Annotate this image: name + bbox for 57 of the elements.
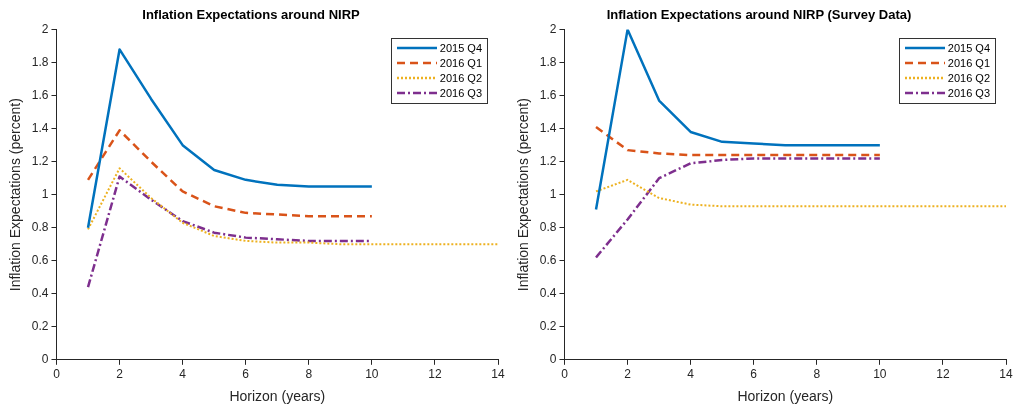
y-tick-label: 0 — [41, 352, 49, 367]
y-tick-label: 0.4 — [539, 286, 557, 301]
y-axis-title: Inflation Expectations (percent) — [515, 98, 532, 292]
legend-label: 2016 Q2 — [947, 70, 990, 86]
legend-label: 2016 Q1 — [439, 55, 482, 71]
y-tick-label: 1.4 — [31, 120, 49, 135]
y-tick-label: 0.8 — [539, 220, 557, 235]
x-tick-label: 8 — [305, 367, 313, 382]
x-tick-label: 12 — [936, 367, 950, 382]
legend-label: 2016 Q3 — [439, 85, 482, 101]
x-tick-label: 14 — [491, 367, 505, 382]
legend-label: 2015 Q4 — [439, 40, 482, 56]
y-tick-label: 2 — [41, 21, 49, 36]
line-series — [594, 157, 882, 259]
y-tick-label: 0 — [549, 352, 557, 367]
x-tick-label: 2 — [116, 367, 124, 382]
legend-label: 2016 Q1 — [947, 55, 990, 71]
x-tick-label: 14 — [999, 367, 1013, 382]
legend-label: 2015 Q4 — [947, 40, 990, 56]
line-series — [87, 167, 498, 246]
y-tick-label: 0.6 — [539, 253, 557, 268]
x-tick-label: 2 — [624, 367, 632, 382]
y-tick-label: 1.6 — [539, 87, 557, 102]
legend-label: 2016 Q2 — [439, 70, 482, 86]
line-series — [86, 129, 374, 218]
x-tick-label: 4 — [687, 367, 695, 382]
y-tick-label: 0.2 — [539, 319, 557, 334]
x-tick-label: 10 — [365, 367, 379, 382]
chart-title: Inflation Expectations around NIRP (Survey Data) — [606, 7, 912, 23]
y-tick-label: 1 — [549, 187, 557, 202]
y-tick-label: 1 — [41, 187, 49, 202]
x-axis-title: Horizon (years) — [229, 388, 326, 405]
chart-title: Inflation Expectations around NIRP — [142, 7, 361, 23]
x-tick-label: 6 — [750, 367, 758, 382]
y-tick-label: 1.8 — [31, 54, 49, 69]
legend-label: 2016 Q3 — [947, 85, 990, 101]
line-series — [595, 178, 1006, 208]
x-tick-label: 6 — [242, 367, 250, 382]
x-tick-label: 12 — [428, 367, 442, 382]
y-tick-label: 0.8 — [31, 220, 49, 235]
y-tick-label: 1.6 — [31, 87, 49, 102]
x-axis-title: Horizon (years) — [737, 388, 834, 405]
x-tick-label: 10 — [873, 367, 887, 382]
y-tick-label: 0.6 — [31, 253, 49, 268]
y-tick-label: 0.4 — [31, 286, 49, 301]
y-tick-label: 1.8 — [539, 54, 557, 69]
y-axis-title: Inflation Expectations (percent) — [7, 98, 24, 292]
y-tick-label: 1.2 — [539, 153, 557, 168]
y-tick-label: 2 — [549, 21, 557, 36]
line-series — [594, 125, 882, 157]
y-tick-label: 1.4 — [539, 120, 557, 135]
y-tick-label: 1.2 — [31, 153, 49, 168]
x-tick-label: 0 — [561, 367, 569, 382]
y-tick-label: 0.2 — [31, 319, 49, 334]
x-tick-label: 0 — [53, 367, 61, 382]
x-tick-label: 4 — [179, 367, 187, 382]
x-tick-label: 8 — [813, 367, 821, 382]
